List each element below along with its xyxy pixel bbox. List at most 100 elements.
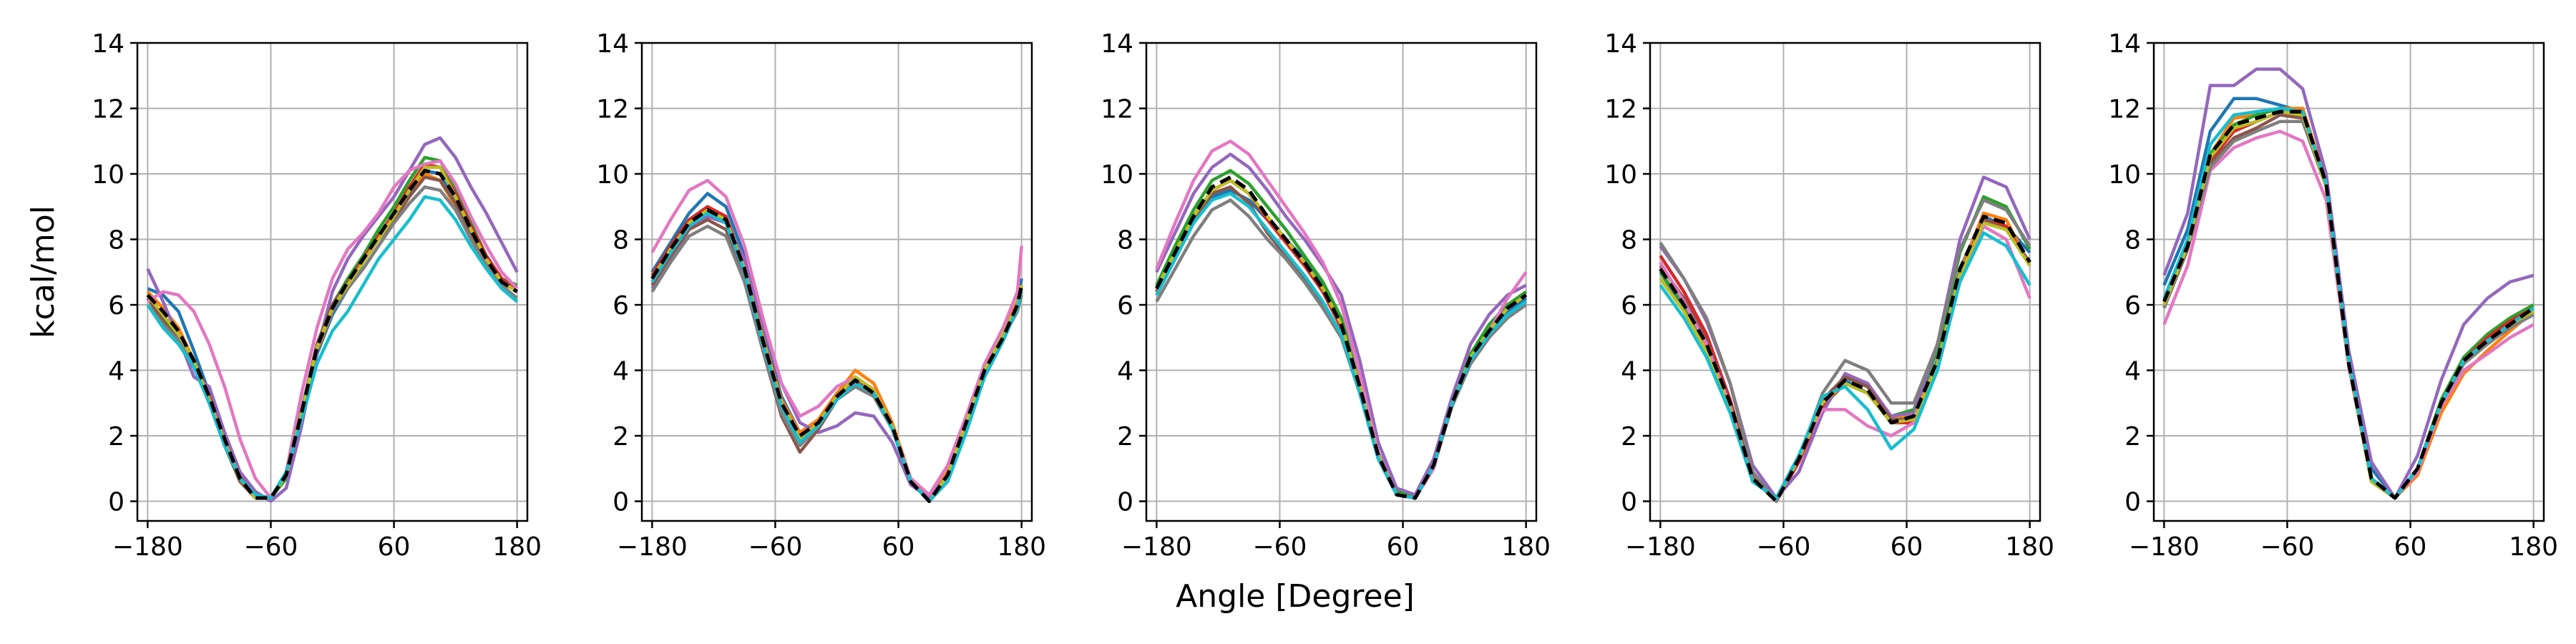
x-tick-label: 60 xyxy=(1387,532,1420,562)
y-tick-label: 4 xyxy=(2124,357,2141,386)
x-tick-label: 60 xyxy=(882,532,915,562)
x-tick-label: −60 xyxy=(1756,532,1810,562)
series-group xyxy=(1155,140,1528,500)
series-line-10 xyxy=(1659,231,2031,500)
y-tick-label: 2 xyxy=(613,422,629,452)
series-line-10 xyxy=(2162,107,2534,500)
panel-2: −180 −60 60 180 0 2 4 6 8 10 12 14 xyxy=(596,29,1046,562)
mean-series-line xyxy=(146,168,519,500)
series-line-5 xyxy=(1155,152,1527,497)
x-tick-label: −180 xyxy=(2129,532,2200,562)
y-tick-label: 14 xyxy=(1101,29,1133,59)
x-tick-label: 180 xyxy=(997,532,1046,562)
mean-series-line xyxy=(650,208,1024,503)
series-line-2 xyxy=(2162,107,2535,500)
y-tick-label: 4 xyxy=(613,357,629,386)
axes-frame xyxy=(2152,42,2545,522)
x-tick-label: −180 xyxy=(1121,532,1192,562)
series-line-8 xyxy=(650,224,1023,503)
x-tick-label: 60 xyxy=(378,532,411,562)
y-tick-label: 2 xyxy=(1117,422,1133,452)
series-line-8 xyxy=(1155,198,1527,500)
y-tick-label: 6 xyxy=(108,291,125,321)
x-tick-label: 180 xyxy=(2509,532,2558,562)
x-tick-label: −60 xyxy=(243,532,298,562)
series-line-8 xyxy=(146,185,519,500)
y-tick-label: 10 xyxy=(2108,160,2141,190)
mean-series-line xyxy=(1155,175,1528,500)
axes-frame xyxy=(1145,42,1538,522)
series-line-5 xyxy=(146,136,519,503)
series-line-10 xyxy=(146,195,519,500)
x-tick-label: −180 xyxy=(617,532,688,562)
panel-1: −180 −60 60 180 0 2 4 6 8 10 12 14 xyxy=(92,29,542,562)
y-tick-label: 14 xyxy=(92,29,125,59)
x-tick-label: −60 xyxy=(2260,532,2314,562)
y-tick-label: 14 xyxy=(2108,29,2141,59)
x-tick-label: 60 xyxy=(2394,532,2427,562)
series-line-7 xyxy=(2162,130,2534,500)
y-tick-label: 8 xyxy=(2124,226,2141,255)
y-tick-label: 0 xyxy=(2124,488,2141,517)
axes-frame xyxy=(136,42,529,522)
y-tick-label: 4 xyxy=(108,357,125,386)
y-tick-label: 12 xyxy=(1101,95,1133,125)
y-tick-label: 10 xyxy=(596,160,629,190)
x-tick-label: −60 xyxy=(1252,532,1307,562)
series-line-5 xyxy=(1659,175,2031,500)
y-tick-label: 10 xyxy=(92,160,125,190)
y-tick-label: 2 xyxy=(2124,422,2141,452)
series-group xyxy=(2162,67,2535,500)
y-tick-label: 14 xyxy=(1604,29,1637,59)
y-tick-label: 10 xyxy=(1604,160,1637,190)
panel-3: −180 −60 60 180 0 2 4 6 8 10 12 14 xyxy=(1101,29,1551,562)
series-line-5 xyxy=(650,215,1023,500)
series-line-10 xyxy=(650,211,1023,503)
mean-series-line xyxy=(1659,215,2031,503)
series-line-3 xyxy=(2162,107,2534,500)
panel-5: −180 −60 60 180 0 2 4 6 8 10 12 14 xyxy=(2108,29,2558,562)
mean-series-line xyxy=(2162,109,2535,500)
x-tick-label: −180 xyxy=(1625,532,1696,562)
y-tick-label: 6 xyxy=(1117,291,1133,321)
y-tick-label: 14 xyxy=(596,29,629,59)
series-line-6 xyxy=(650,218,1023,503)
y-tick-label: 12 xyxy=(2108,95,2141,125)
x-tick-label: 180 xyxy=(1501,532,1551,562)
x-axis-label: Angle [Degree] xyxy=(1176,578,1415,615)
panel-4: −180 −60 60 180 0 2 4 6 8 10 12 14 xyxy=(1604,29,2054,562)
y-tick-label: 6 xyxy=(2124,291,2141,321)
series-group xyxy=(146,136,519,503)
y-tick-label: 4 xyxy=(1621,357,1637,386)
series-line-2 xyxy=(650,208,1023,500)
y-tick-label: 8 xyxy=(1117,226,1133,255)
y-tick-label: 0 xyxy=(613,488,629,517)
y-tick-label: 0 xyxy=(1621,488,1637,517)
y-tick-label: 12 xyxy=(92,95,125,125)
y-tick-label: 8 xyxy=(1621,226,1637,255)
x-tick-label: −180 xyxy=(112,532,183,562)
x-tick-label: −60 xyxy=(748,532,802,562)
y-tick-label: 10 xyxy=(1101,160,1133,190)
x-tick-label: 60 xyxy=(1890,532,1923,562)
x-tick-label: 180 xyxy=(492,532,542,562)
y-tick-label: 2 xyxy=(108,422,125,452)
y-tick-label: 4 xyxy=(1117,357,1133,386)
series-line-7 xyxy=(147,159,519,500)
series-line-9 xyxy=(650,208,1023,503)
series-line-8 xyxy=(1659,198,2031,503)
y-axis-label: kcal/mol xyxy=(25,205,62,338)
y-tick-label: 6 xyxy=(613,291,629,321)
axes-frame xyxy=(1649,42,2041,522)
series-group xyxy=(1659,175,2031,503)
x-tick-label: 180 xyxy=(2005,532,2054,562)
series-line-4 xyxy=(650,205,1023,503)
series-line-7 xyxy=(650,178,1023,497)
series-group xyxy=(650,178,1024,503)
series-line-3 xyxy=(650,211,1023,503)
axes-frame xyxy=(640,42,1033,522)
y-tick-label: 0 xyxy=(1117,488,1133,517)
y-tick-label: 8 xyxy=(108,226,125,255)
